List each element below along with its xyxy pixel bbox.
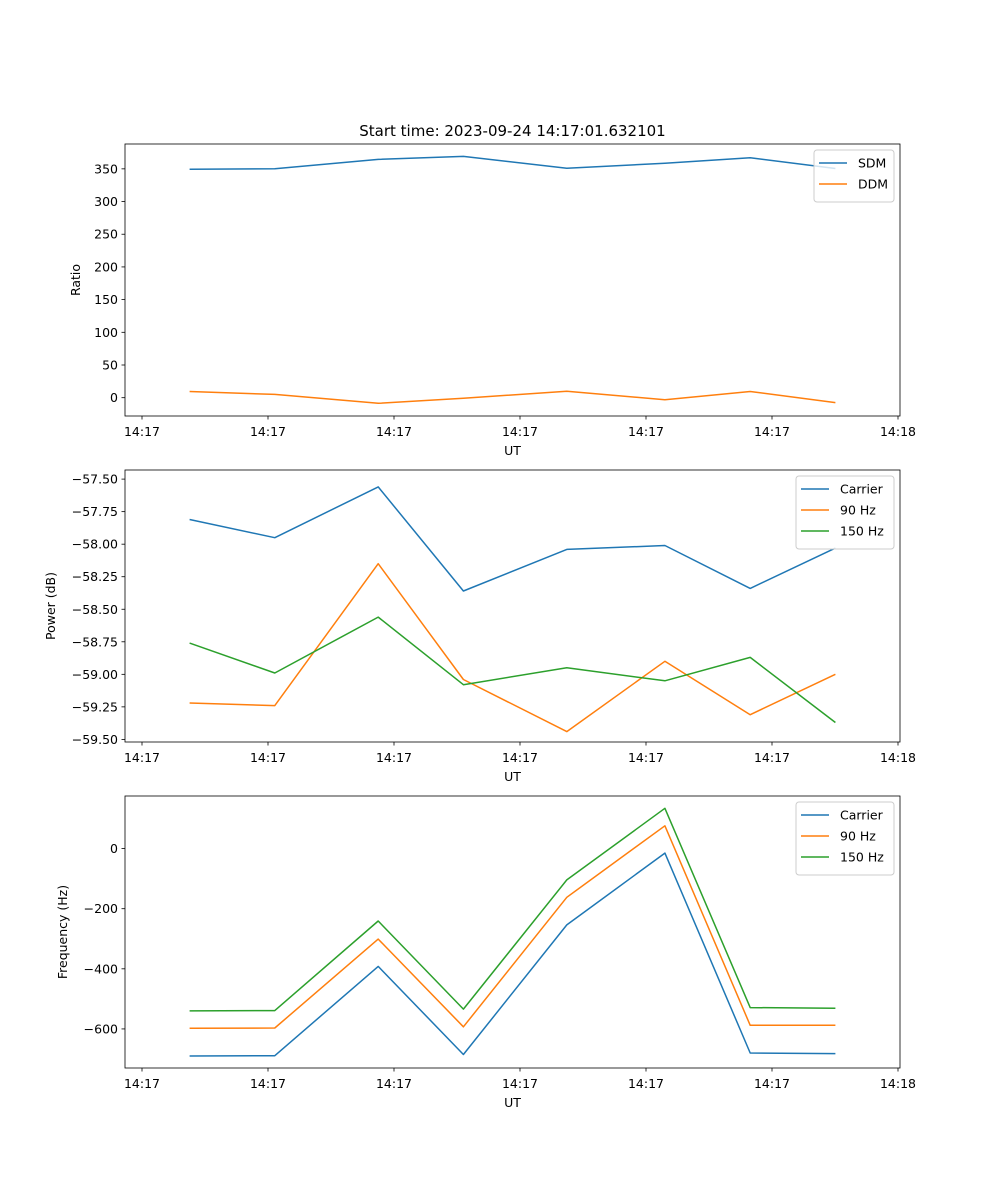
legend: Carrier 90 Hz 150 Hz xyxy=(795,801,895,876)
y-tick-label: 150 xyxy=(94,292,118,307)
series-line-150-hz xyxy=(189,807,836,1012)
axes-frame xyxy=(124,469,901,743)
legend-label: 90 Hz xyxy=(840,829,876,844)
legend-label: Carrier xyxy=(840,482,884,497)
x-tick-label: 14:17 xyxy=(502,750,538,765)
x-tick-label: 14:17 xyxy=(250,750,286,765)
x-tick-label: 14:17 xyxy=(376,424,412,439)
y-tick-label: 50 xyxy=(102,358,118,373)
x-tick-label: 14:17 xyxy=(502,1076,538,1091)
x-axis-label: UT xyxy=(504,769,521,784)
series-line-90-hz xyxy=(189,562,836,733)
y-tick-label: −600 xyxy=(84,1021,118,1036)
x-tick-label: 14:17 xyxy=(754,1076,790,1091)
series-line-90-hz xyxy=(189,825,836,1030)
axes-frame xyxy=(124,795,901,1069)
y-tick-label: −58.75 xyxy=(72,634,118,649)
y-tick-label: 0 xyxy=(110,841,118,856)
x-axis-label: UT xyxy=(504,443,521,458)
legend: SDM DDM xyxy=(813,149,895,203)
x-tick-label: 14:17 xyxy=(754,750,790,765)
x-tick-label: 14:17 xyxy=(124,424,160,439)
y-tick-label: 250 xyxy=(94,227,118,242)
x-tick-label: 14:18 xyxy=(880,750,916,765)
y-tick-label: 200 xyxy=(94,259,118,274)
y-tick-label: 300 xyxy=(94,194,118,209)
y-tick-label: −59.00 xyxy=(72,667,118,682)
series-line-carrier xyxy=(189,486,836,592)
x-tick-label: 14:18 xyxy=(880,424,916,439)
x-tick-label: 14:17 xyxy=(250,424,286,439)
series-line-ddm xyxy=(189,390,836,405)
y-tick-label: −59.25 xyxy=(72,699,118,714)
subplot-3: −600 −400 −200 0 14:17 14:17 14:17 14:17 14:17 14… xyxy=(55,795,916,1110)
y-tick-label: −58.25 xyxy=(72,569,118,584)
legend: Carrier 90 Hz 150 Hz xyxy=(795,475,895,550)
x-tick-label: 14:17 xyxy=(124,750,160,765)
x-tick-label: 14:17 xyxy=(124,1076,160,1091)
x-tick-label: 14:17 xyxy=(628,424,664,439)
x-tick-label: 14:17 xyxy=(376,750,412,765)
y-tick-label: −400 xyxy=(84,961,118,976)
figure-title: Start time: 2023-09-24 14:17:01.632101 xyxy=(359,122,665,140)
y-tick-label: 100 xyxy=(94,325,118,340)
series-line-150-hz xyxy=(189,616,836,724)
y-tick-label: 0 xyxy=(110,390,118,405)
y-tick-label: −200 xyxy=(84,901,118,916)
y-tick-label: −58.50 xyxy=(72,602,118,617)
x-tick-label: 14:17 xyxy=(628,1076,664,1091)
legend-label: SDM xyxy=(858,156,886,171)
x-tick-label: 14:17 xyxy=(250,1076,286,1091)
legend-label: DDM xyxy=(858,177,888,192)
y-tick-label: −57.75 xyxy=(72,504,118,519)
y-axis-label: Power (dB) xyxy=(43,572,58,640)
y-tick-label: 350 xyxy=(94,161,118,176)
x-tick-label: 14:17 xyxy=(754,424,790,439)
series-line-carrier xyxy=(189,852,836,1057)
x-tick-label: 14:18 xyxy=(880,1076,916,1091)
legend-label: 90 Hz xyxy=(840,503,876,518)
y-tick-label: −58.00 xyxy=(72,537,118,552)
subplot-2: −57.50 −57.75 −58.00 −58.25 −58.50 −58.75 −59.… xyxy=(43,469,916,784)
y-tick-label: −59.50 xyxy=(72,732,118,747)
legend-label: 150 Hz xyxy=(840,524,884,539)
series-line-sdm xyxy=(189,155,836,170)
x-tick-label: 14:17 xyxy=(628,750,664,765)
x-axis-label: UT xyxy=(504,1095,521,1110)
legend-label: 150 Hz xyxy=(840,850,884,865)
x-tick-label: 14:17 xyxy=(502,424,538,439)
y-axis-label: Frequency (Hz) xyxy=(55,885,70,979)
y-axis-label: Ratio xyxy=(68,264,83,296)
legend-label: Carrier xyxy=(840,808,884,823)
axes-frame xyxy=(124,143,901,417)
y-tick-label: −57.50 xyxy=(72,472,118,487)
subplot-1: 0 50 100 150 200 250 300 350 14:17 14:17 14:17 14:1… xyxy=(68,143,916,458)
x-tick-label: 14:17 xyxy=(376,1076,412,1091)
